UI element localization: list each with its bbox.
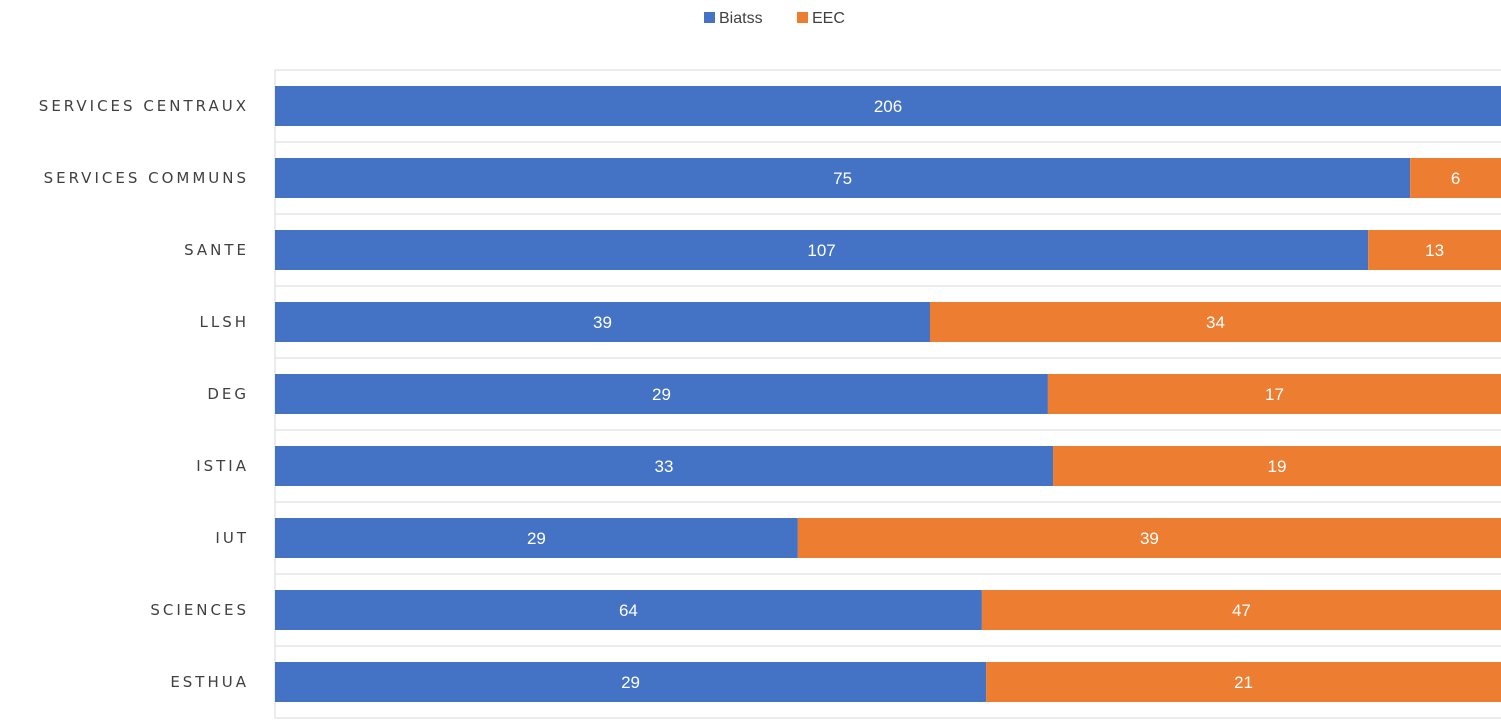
- data-label-biatss-6: 29: [527, 529, 546, 548]
- data-label-biatss-2: 107: [807, 241, 835, 260]
- bars: 206 75 6 107 13 39 34 29 17 33 19 29 39 64 47 29 21: [275, 86, 1501, 702]
- legend-swatch-eec: [797, 12, 808, 23]
- data-label-biatss-0: 206: [874, 97, 902, 116]
- data-label-biatss-7: 64: [619, 601, 638, 620]
- bar-biatss-4: [275, 374, 1048, 414]
- category-label-4: DEG: [207, 385, 249, 403]
- category-label-2: SANTE: [184, 241, 249, 259]
- bar-eec-6: [797, 518, 1501, 558]
- bar-biatss-8: [275, 662, 987, 702]
- data-label-biatss-1: 75: [833, 169, 852, 188]
- category-label-0: SERVICES CENTRAUX: [39, 97, 249, 115]
- bar-biatss-3: [275, 302, 930, 342]
- category-label-5: ISTIA: [196, 457, 249, 475]
- gridlines: [275, 69, 1501, 719]
- bar-eec-4: [1047, 374, 1501, 414]
- data-label-biatss-5: 33: [655, 457, 674, 476]
- legend-swatch-biatss: [704, 12, 715, 23]
- data-label-eec-2: 13: [1425, 241, 1444, 260]
- bar-biatss-0: [275, 86, 1501, 126]
- bar-biatss-1: [275, 158, 1411, 198]
- category-labels: SERVICES CENTRAUX SERVICES COMMUNS SANTE LL…: [39, 97, 249, 691]
- legend-label-eec: EEC: [812, 10, 845, 27]
- bar-biatss-5: [275, 446, 1054, 486]
- category-label-3: LLSH: [199, 313, 249, 331]
- bar-eec-3: [929, 302, 1501, 342]
- bar-biatss-2: [275, 230, 1369, 270]
- bar-eec-1: [1410, 158, 1501, 198]
- data-label-biatss-8: 29: [621, 673, 640, 692]
- bar-eec-2: [1368, 230, 1501, 270]
- data-label-eec-5: 19: [1268, 457, 1287, 476]
- category-label-8: ESTHUA: [170, 673, 249, 691]
- category-label-1: SERVICES COMMUNS: [44, 169, 249, 187]
- category-label-7: SCIENCES: [150, 601, 249, 619]
- data-label-eec-8: 21: [1234, 673, 1253, 692]
- data-label-eec-6: 39: [1140, 529, 1159, 548]
- plot-area: 206 75 6 107 13 39 34 29 17 33 19 29 39 64 47 29 21 SERV…: [39, 69, 1501, 719]
- data-label-eec-1: 6: [1451, 169, 1460, 188]
- bar-eec-8: [986, 662, 1501, 702]
- legend: Biatss EEC: [704, 10, 845, 27]
- bar-biatss-7: [275, 590, 982, 630]
- data-label-eec-3: 34: [1206, 313, 1225, 332]
- data-label-biatss-4: 29: [652, 385, 671, 404]
- legend-label-biatss: Biatss: [719, 10, 763, 27]
- data-label-eec-4: 17: [1265, 385, 1284, 404]
- data-label-eec-7: 47: [1232, 601, 1251, 620]
- data-label-biatss-3: 39: [593, 313, 612, 332]
- bar-eec-5: [1053, 446, 1501, 486]
- bar-eec-7: [981, 590, 1501, 630]
- bar-biatss-6: [275, 518, 798, 558]
- category-label-6: IUT: [215, 529, 249, 547]
